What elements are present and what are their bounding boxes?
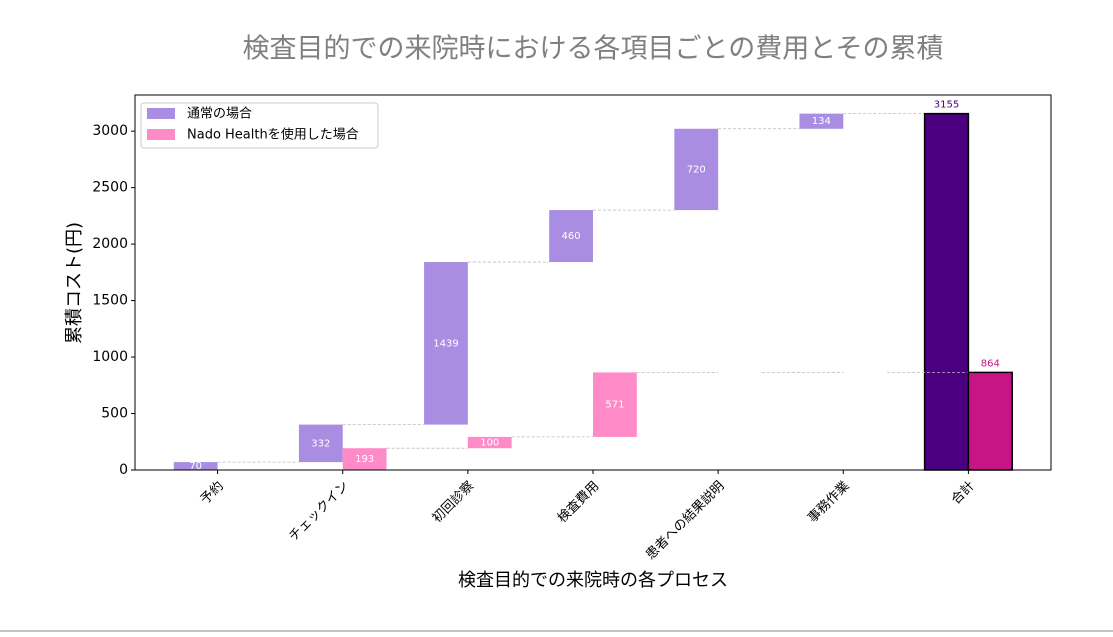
y-tick-label: 500 [101, 406, 128, 422]
y-tick-label: 0 [119, 462, 128, 478]
x-tick-label: 合計 [948, 478, 978, 508]
y-tick-label: 3000 [92, 123, 128, 139]
x-tick-label: 初回診察 [429, 478, 477, 526]
bar-label: 571 [605, 400, 624, 411]
legend-label: Nado Healthを使用した場合 [187, 127, 359, 143]
y-axis-label: 累積コスト(円) [64, 222, 85, 344]
legend-box [140, 102, 379, 149]
x-axis-label: 検査目的での来院時の各プロセス [458, 570, 728, 591]
bar [799, 113, 844, 129]
bar-label: 460 [562, 231, 581, 242]
legend-swatch [147, 129, 175, 140]
x-tick-label: 患者への結果説明 [643, 478, 728, 563]
bar-label: 100 [480, 438, 499, 449]
bar-label: 70 [189, 461, 202, 472]
bar [342, 448, 387, 470]
chart-title: 検査目的での来院時における各項目ごとの費用とその累積 [243, 34, 944, 65]
bar-label: 134 [812, 116, 831, 127]
total-label: 864 [981, 358, 1000, 369]
bar [593, 372, 637, 437]
legend-swatch [147, 108, 175, 119]
y-tick-label: 2500 [92, 180, 128, 196]
bar-label: 193 [355, 454, 374, 465]
bar [549, 210, 593, 263]
legend-label: 通常の場合 [187, 107, 252, 122]
bar-label: 1439 [433, 338, 458, 349]
bar [674, 128, 719, 211]
total-bar [967, 371, 1013, 471]
total-bar [923, 112, 970, 471]
bar [173, 462, 218, 470]
x-tick-label: 事務作業 [804, 478, 852, 526]
total-label: 3155 [934, 100, 959, 111]
y-tick-label: 2000 [92, 236, 128, 252]
bar [298, 424, 343, 463]
x-tick-label: 検査費用 [555, 479, 602, 526]
bar-label: 720 [687, 164, 706, 175]
y-tick-label: 1500 [92, 293, 128, 309]
x-tick-label: 予約 [198, 479, 227, 508]
y-tick-label: 1000 [92, 349, 128, 365]
x-tick-label: チェックイン [286, 479, 352, 545]
bar [467, 436, 512, 449]
bar [424, 262, 468, 425]
bar-label: 332 [311, 438, 330, 449]
plot-frame [134, 94, 1052, 471]
